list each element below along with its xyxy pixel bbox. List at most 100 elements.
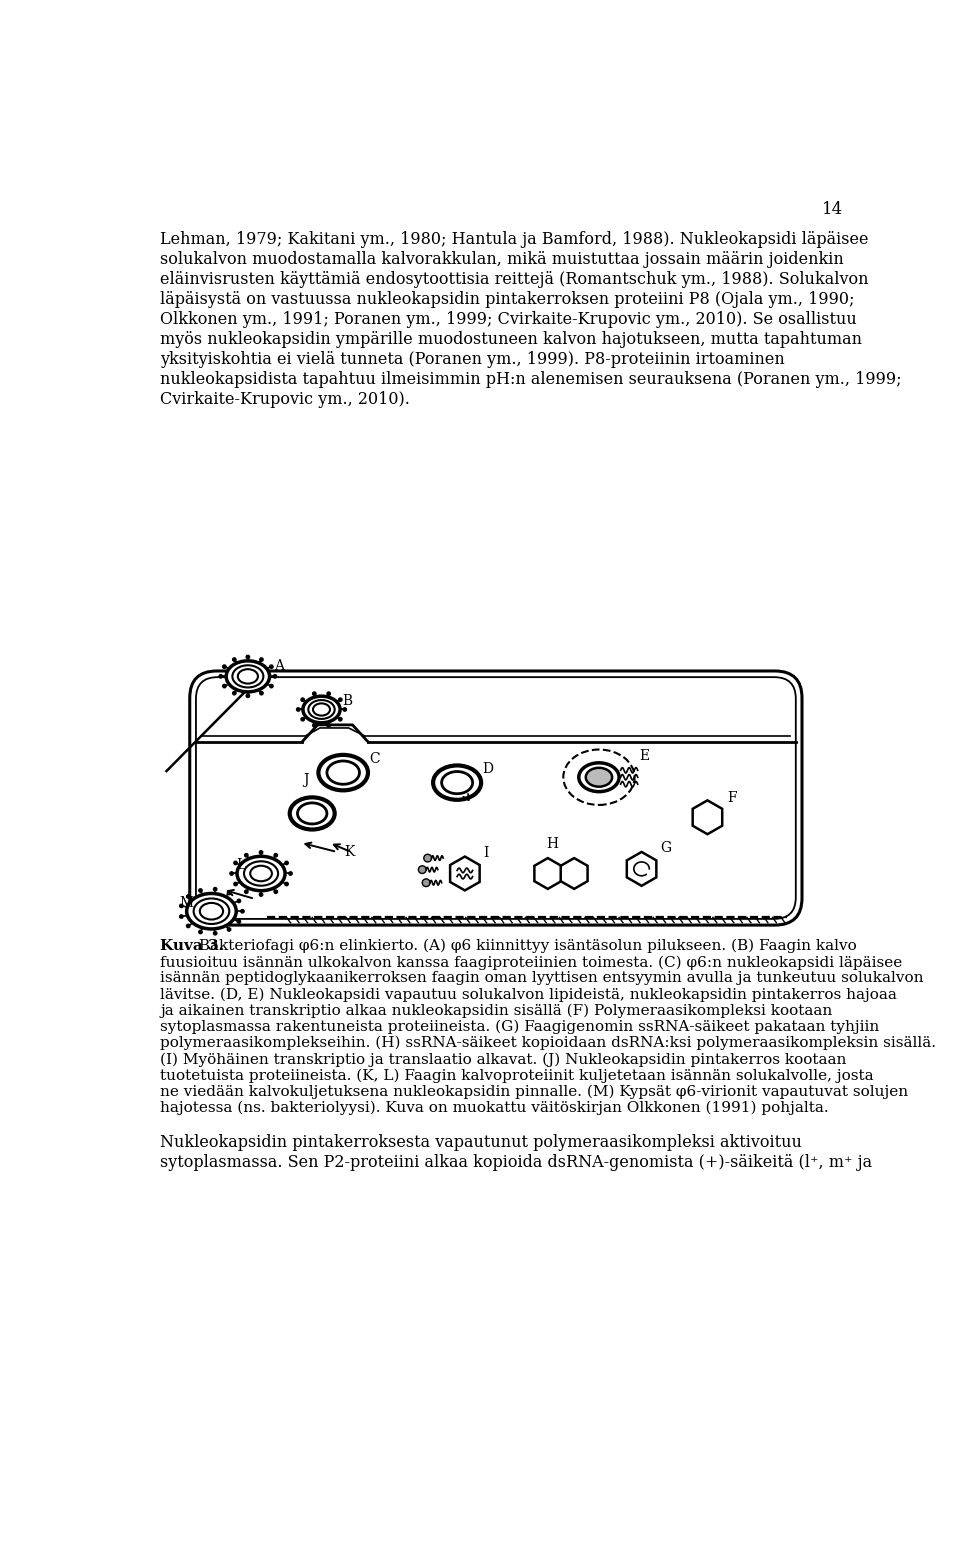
Circle shape xyxy=(274,853,277,857)
Text: D: D xyxy=(483,762,493,776)
Circle shape xyxy=(237,900,241,903)
Text: G: G xyxy=(660,841,671,855)
Text: Nukleokapsidin pintakerroksesta vapautunut polymeraasikompleksi aktivoituu: Nukleokapsidin pintakerroksesta vapautun… xyxy=(160,1134,803,1151)
Circle shape xyxy=(234,883,237,886)
Text: nukleokapsidista tapahtuu ilmeisimmin pH:n alenemisen seurauksena (Poranen ym., : nukleokapsidista tapahtuu ilmeisimmin pH… xyxy=(160,372,902,389)
Ellipse shape xyxy=(251,866,272,881)
Ellipse shape xyxy=(238,669,258,683)
Circle shape xyxy=(223,685,227,688)
Circle shape xyxy=(313,692,316,696)
Text: Cvirkaite-Krupovic ym., 2010).: Cvirkaite-Krupovic ym., 2010). xyxy=(160,392,410,409)
Ellipse shape xyxy=(237,857,285,891)
Text: lävitse. (D, E) Nukleokapsidi vapautuu solukalvon lipideistä, nukleokapsidin pin: lävitse. (D, E) Nukleokapsidi vapautuu s… xyxy=(160,987,898,1002)
Ellipse shape xyxy=(303,696,340,723)
Text: 14: 14 xyxy=(823,200,844,217)
Ellipse shape xyxy=(194,898,229,923)
Circle shape xyxy=(274,675,276,678)
Text: Lehman, 1979; Kakitani ym., 1980; Hantula ja Bamford, 1988). Nukleokapsidi läpäi: Lehman, 1979; Kakitani ym., 1980; Hantul… xyxy=(160,231,869,248)
Circle shape xyxy=(246,655,250,658)
Ellipse shape xyxy=(244,861,278,886)
Circle shape xyxy=(228,928,230,931)
FancyBboxPatch shape xyxy=(190,671,802,925)
Text: E: E xyxy=(639,750,649,764)
Circle shape xyxy=(285,883,288,886)
Circle shape xyxy=(301,717,304,720)
Circle shape xyxy=(259,892,263,897)
Circle shape xyxy=(246,694,250,697)
Circle shape xyxy=(245,853,248,857)
Ellipse shape xyxy=(186,894,236,929)
Text: solukalvon muodostamalla kalvorakkulan, mikä muistuttaa jossain määrin joidenkin: solukalvon muodostamalla kalvorakkulan, … xyxy=(160,251,844,268)
Circle shape xyxy=(274,891,277,894)
Circle shape xyxy=(213,888,217,891)
Text: tuotetuista proteiineista. (K, L) Faagin kalvoproteiinit kuljetetaan isännän sol: tuotetuista proteiineista. (K, L) Faagin… xyxy=(160,1069,874,1083)
Text: A: A xyxy=(275,660,284,674)
Circle shape xyxy=(260,691,263,696)
Ellipse shape xyxy=(232,665,263,688)
Circle shape xyxy=(219,675,223,678)
Circle shape xyxy=(285,861,288,864)
Circle shape xyxy=(213,931,217,936)
Circle shape xyxy=(180,915,183,919)
Circle shape xyxy=(232,691,236,696)
Circle shape xyxy=(245,891,248,894)
Ellipse shape xyxy=(290,798,335,830)
Circle shape xyxy=(339,717,342,720)
Circle shape xyxy=(199,931,203,934)
Text: hajotessa (ns. bakteriolyysi). Kuva on muokattu väitöskirjan Olkkonen (1991) poh: hajotessa (ns. bakteriolyysi). Kuva on m… xyxy=(160,1101,828,1115)
Ellipse shape xyxy=(313,703,330,716)
Circle shape xyxy=(234,861,237,864)
Circle shape xyxy=(229,872,233,875)
Text: (I) Myöhäinen transkriptio ja translaatio alkavat. (J) Nukleokapsidin pintakerro: (I) Myöhäinen transkriptio ja translaati… xyxy=(160,1052,847,1067)
Circle shape xyxy=(186,895,190,898)
Text: M: M xyxy=(179,895,193,909)
Circle shape xyxy=(223,665,227,668)
Text: myös nukleokapsidin ympärille muodostuneen kalvon hajotukseen, mutta tapahtuman: myös nukleokapsidin ympärille muodostune… xyxy=(160,331,862,349)
Text: fuusioituu isännän ulkokalvon kanssa faagiproteiinien toimesta. (C) φ6:n nukleok: fuusioituu isännän ulkokalvon kanssa faa… xyxy=(160,956,902,970)
Circle shape xyxy=(241,909,244,912)
Text: yksityiskohtia ei vielä tunneta (Poranen ym., 1999). P8-proteiinin irtoaminen: yksityiskohtia ei vielä tunneta (Poranen… xyxy=(160,352,785,369)
Text: ja aikainen transkriptio alkaa nukleokapsidin sisällä (F) Polymeraasikompleksi k: ja aikainen transkriptio alkaa nukleokap… xyxy=(160,1004,832,1018)
Ellipse shape xyxy=(327,761,359,784)
Text: sytoplasmassa. Sen P2-proteiini alkaa kopioida dsRNA-genomista (+)-säikeitä (l⁺,: sytoplasmassa. Sen P2-proteiini alkaa ko… xyxy=(160,1154,873,1171)
Text: I: I xyxy=(484,846,489,860)
Text: C: C xyxy=(370,753,380,767)
Text: sytoplasmassa rakentuneista proteiineista. (G) Faagigenomin ssRNA-säikeet pakata: sytoplasmassa rakentuneista proteiineist… xyxy=(160,1019,879,1035)
Circle shape xyxy=(313,723,316,726)
Circle shape xyxy=(259,850,263,853)
Text: H: H xyxy=(546,836,559,850)
Ellipse shape xyxy=(433,765,481,799)
Text: B: B xyxy=(343,694,352,708)
Circle shape xyxy=(270,685,273,688)
Circle shape xyxy=(422,878,430,886)
Circle shape xyxy=(289,872,292,875)
Text: läpäisystä on vastuussa nukleokapsidin pintakerroksen proteiini P8 (Ojala ym., 1: läpäisystä on vastuussa nukleokapsidin p… xyxy=(160,291,854,308)
Polygon shape xyxy=(450,857,480,891)
Circle shape xyxy=(180,905,183,908)
Text: F: F xyxy=(727,792,736,805)
Ellipse shape xyxy=(586,768,612,787)
Circle shape xyxy=(327,723,330,726)
Ellipse shape xyxy=(200,903,223,920)
Polygon shape xyxy=(535,858,562,889)
Text: isännän peptidoglykaanikerroksen faagin oman lyyttisen entsyymin avulla ja tunke: isännän peptidoglykaanikerroksen faagin … xyxy=(160,971,924,985)
Text: L: L xyxy=(236,858,246,872)
Ellipse shape xyxy=(308,700,335,719)
Ellipse shape xyxy=(579,762,619,792)
Polygon shape xyxy=(693,801,722,835)
Ellipse shape xyxy=(227,661,270,692)
Ellipse shape xyxy=(298,802,327,824)
Polygon shape xyxy=(561,858,588,889)
Ellipse shape xyxy=(319,754,368,790)
Polygon shape xyxy=(627,852,657,886)
Circle shape xyxy=(199,889,203,892)
Text: polymeraasikomplekseihin. (H) ssRNA-säikeet kopioidaan dsRNA:ksi polymeraasikomp: polymeraasikomplekseihin. (H) ssRNA-säik… xyxy=(160,1036,936,1050)
Text: J: J xyxy=(303,773,308,787)
Circle shape xyxy=(270,665,273,668)
Text: Olkkonen ym., 1991; Poranen ym., 1999; Cvirkaite-Krupovic ym., 2010). Se osallis: Olkkonen ym., 1991; Poranen ym., 1999; C… xyxy=(160,311,857,328)
Circle shape xyxy=(186,925,190,928)
Circle shape xyxy=(423,853,432,861)
Circle shape xyxy=(237,920,241,923)
Text: K: K xyxy=(345,844,355,858)
Circle shape xyxy=(343,708,347,711)
